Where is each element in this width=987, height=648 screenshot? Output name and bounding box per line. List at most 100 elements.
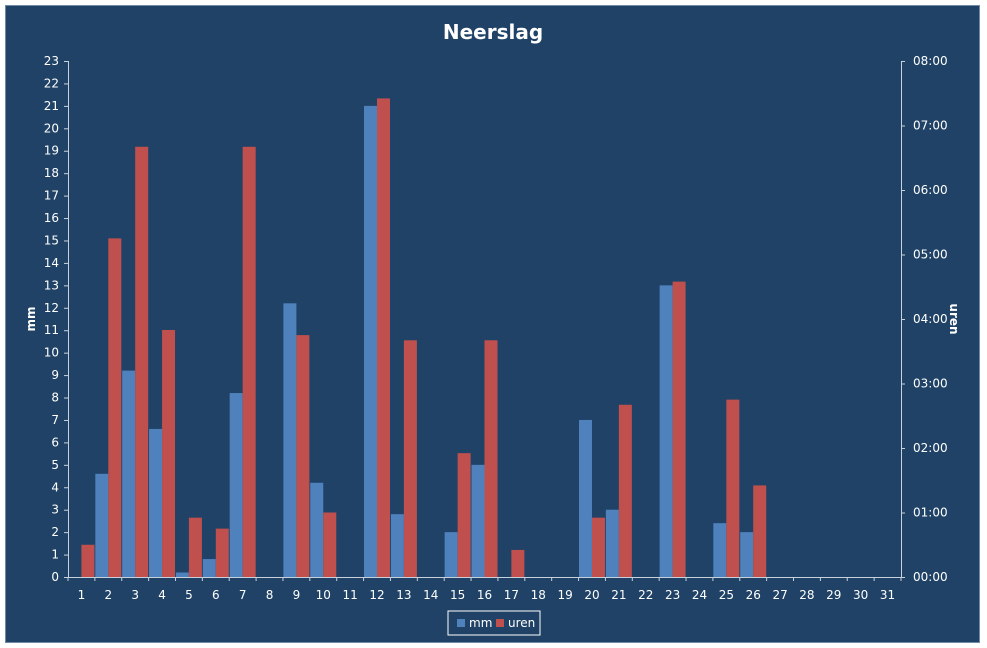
bar-uren-13	[403, 340, 417, 577]
legend-label-uren: uren	[508, 616, 535, 630]
bar-mm-4	[149, 428, 163, 577]
bar-uren-3	[135, 146, 149, 577]
x-tick-label: 15	[450, 588, 465, 602]
bar-mm-12	[364, 105, 378, 577]
y-tick-label: 10	[44, 346, 59, 360]
x-tick-label: 14	[423, 588, 438, 602]
y-axis-left-title: mm	[24, 306, 38, 331]
bar-uren-12	[377, 98, 391, 577]
y-tick-label: 14	[44, 256, 59, 270]
x-tick-label: 8	[266, 588, 274, 602]
bar-uren-10	[323, 512, 337, 577]
y-tick-label: 9	[51, 368, 59, 382]
bar-mm-15	[444, 532, 458, 577]
x-tick-label: 23	[665, 588, 680, 602]
bar-uren-9	[296, 335, 310, 577]
bar-uren-4	[162, 329, 176, 577]
y-axis-right-title: uren	[947, 303, 961, 334]
bar-mm-2	[95, 473, 109, 577]
bar-mm-6	[202, 559, 216, 577]
x-tick-label: 20	[584, 588, 599, 602]
y-tick-label: 6	[51, 435, 59, 449]
y-tick-label: 19	[44, 144, 59, 158]
x-tick-label: 24	[692, 588, 707, 602]
bar-mm-21	[605, 509, 619, 577]
y-tick-label: 2	[51, 525, 59, 539]
y-tick-label: 12	[44, 301, 59, 315]
bar-uren-6	[215, 528, 229, 577]
bar-mm-25	[713, 523, 727, 577]
y-tick-label: 3	[51, 503, 59, 517]
y2-tick-label: 07:00	[913, 119, 948, 133]
bar-uren-25	[726, 399, 740, 577]
x-tick-label: 28	[799, 588, 814, 602]
bar-mm-5	[175, 572, 189, 577]
legend-label-mm: mm	[469, 616, 492, 630]
bar-mm-26	[740, 532, 754, 577]
bar-mm-16	[471, 464, 485, 577]
x-tick-label: 6	[212, 588, 220, 602]
x-tick-label: 29	[826, 588, 841, 602]
bar-mm-3	[122, 370, 136, 577]
x-tick-label: 7	[239, 588, 247, 602]
bar-uren-21	[618, 404, 632, 577]
x-tick-label: 19	[557, 588, 572, 602]
bar-mm-10	[310, 482, 324, 577]
x-tick-label: 12	[369, 588, 384, 602]
legend-swatch-uren	[496, 619, 504, 627]
bar-uren-17	[511, 549, 525, 577]
y2-tick-label: 02:00	[913, 441, 948, 455]
bar-mm-7	[229, 393, 243, 577]
bar-uren-5	[188, 517, 202, 577]
bar-uren-16	[484, 340, 498, 577]
x-tick-label: 31	[880, 588, 895, 602]
y-tick-label: 18	[44, 166, 59, 180]
bar-uren-15	[457, 453, 471, 577]
bar-mm-9	[283, 303, 297, 577]
bar-uren-7	[242, 146, 256, 577]
bar-uren-20	[591, 517, 605, 577]
x-tick-label: 27	[772, 588, 787, 602]
y2-tick-label: 03:00	[913, 377, 948, 391]
bar-mm-13	[390, 514, 404, 577]
x-tick-label: 26	[746, 588, 761, 602]
y2-tick-label: 01:00	[913, 506, 948, 520]
x-tick-label: 21	[611, 588, 626, 602]
x-tick-label: 1	[78, 588, 86, 602]
y-tick-label: 1	[51, 548, 59, 562]
x-tick-label: 17	[504, 588, 519, 602]
y2-tick-label: 00:00	[913, 570, 948, 584]
y2-tick-label: 04:00	[913, 312, 948, 326]
y2-tick-label: 05:00	[913, 248, 948, 262]
y2-tick-label: 06:00	[913, 183, 948, 197]
y-tick-label: 8	[51, 391, 59, 405]
chart-title: Neerslag	[443, 20, 543, 44]
y-tick-label: 22	[44, 76, 59, 90]
bar-uren-1	[81, 544, 95, 577]
y-tick-label: 15	[44, 233, 59, 247]
x-tick-label: 3	[131, 588, 139, 602]
y-tick-label: 7	[51, 413, 59, 427]
y-tick-label: 21	[44, 99, 59, 113]
bar-uren-2	[108, 238, 122, 577]
bar-mm-20	[578, 419, 592, 577]
y-tick-label: 5	[51, 458, 59, 472]
x-tick-label: 11	[343, 588, 358, 602]
y-tick-label: 23	[44, 54, 59, 68]
x-tick-label: 5	[185, 588, 193, 602]
bars	[81, 98, 767, 577]
x-tick-label: 9	[293, 588, 301, 602]
x-tick-label: 10	[316, 588, 331, 602]
y-tick-label: 16	[44, 211, 59, 225]
x-tick-label: 25	[719, 588, 734, 602]
bar-uren-23	[672, 281, 686, 577]
legend-swatch-mm	[457, 619, 465, 627]
legend: mm uren	[447, 610, 541, 636]
y-tick-label: 20	[44, 121, 59, 135]
y-tick-label: 11	[44, 323, 59, 337]
y2-tick-label: 08:00	[913, 54, 948, 68]
x-tick-label: 22	[638, 588, 653, 602]
y-tick-label: 17	[44, 189, 59, 203]
x-tick-label: 16	[477, 588, 492, 602]
